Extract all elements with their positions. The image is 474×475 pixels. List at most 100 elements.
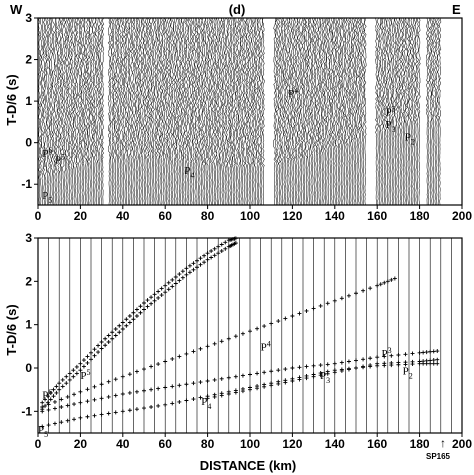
pick-mark (226, 336, 231, 341)
seismic-trace (354, 17, 358, 206)
seismic-trace (111, 17, 114, 206)
seismic-trace (250, 17, 254, 206)
west-label: W (10, 2, 23, 17)
seismic-trace (47, 17, 51, 206)
pick-mark (149, 387, 154, 392)
pick-mark (170, 356, 175, 361)
pick-mark (421, 350, 426, 355)
pick-mark (127, 320, 132, 325)
pick-mark (40, 424, 45, 429)
pick-mark (117, 330, 122, 335)
seismic-trace (176, 17, 179, 206)
pick-mark (424, 361, 429, 366)
pick-mark (435, 349, 440, 354)
pick-mark (131, 317, 136, 322)
seismic-trace (344, 17, 348, 206)
phase-label: P3 (320, 370, 330, 385)
pick-mark (163, 359, 168, 364)
seismic-trace (406, 17, 410, 206)
pick-mark (52, 421, 57, 426)
pick-mark (290, 314, 295, 318)
seismic-trace (206, 17, 210, 206)
pick-mark (81, 364, 86, 369)
seismic-trace (287, 17, 291, 206)
pick-mark (163, 402, 168, 407)
seismic-trace (147, 17, 151, 206)
seismic-trace (188, 17, 192, 206)
pick-mark (396, 362, 401, 367)
seismic-trace (357, 17, 361, 206)
pick-mark (233, 241, 238, 246)
seismic-trace (327, 17, 330, 206)
seismic-trace (138, 17, 141, 206)
seismic-trace (333, 17, 337, 206)
seismic-trace (411, 17, 415, 206)
seismic-trace (160, 17, 164, 206)
seismic-trace (416, 17, 419, 206)
pick-mark (78, 400, 83, 405)
seismic-trace (317, 17, 321, 206)
pick-mark (223, 240, 228, 245)
pick-mark (410, 351, 415, 356)
seismic-trace (233, 17, 237, 206)
seismic-trace (101, 17, 105, 206)
seismic-trace (66, 17, 70, 206)
seismic-trace (322, 17, 326, 206)
pick-mark (92, 397, 97, 402)
pick-mark (113, 393, 118, 398)
pick-mark (65, 403, 70, 408)
seismic-trace (209, 17, 213, 206)
x-tick-label: 60 (159, 437, 173, 451)
seismic-trace (414, 17, 418, 206)
pick-mark (184, 351, 189, 356)
seismic-trace (335, 17, 338, 206)
pick-mark (248, 329, 252, 334)
pick-mark (106, 411, 111, 416)
seismic-trace (63, 17, 67, 206)
seismic-trace (128, 17, 132, 206)
pick-mark (45, 394, 50, 399)
pick-mark (191, 397, 196, 402)
pick-mark (219, 339, 224, 344)
seismic-trace (93, 17, 97, 206)
pick-mark (410, 362, 415, 367)
seismic-trace (341, 17, 345, 206)
seismic-trace (171, 18, 175, 206)
seismic-trace (220, 17, 224, 206)
phase-subscript: 3 (326, 376, 330, 385)
pick-mark (127, 408, 132, 413)
x-tick-label: 160 (367, 437, 387, 451)
pick-mark (240, 373, 245, 378)
seismic-trace (90, 17, 94, 206)
pick-mark (255, 326, 260, 331)
seismic-trace (198, 17, 202, 206)
seismic-trace (376, 17, 380, 206)
pick-mark (304, 364, 309, 369)
seismic-trace (295, 17, 299, 206)
pick-mark (209, 255, 214, 260)
pick-mark (378, 282, 383, 287)
seismic-trace (289, 18, 292, 206)
pick-mark (311, 363, 316, 368)
pick-mark (85, 387, 90, 392)
phase-subscript: 3 (392, 125, 396, 134)
pick-mark (40, 400, 45, 405)
seismic-trace (340, 17, 343, 206)
phase-superscript: 5 (87, 368, 91, 377)
pick-mark (138, 310, 143, 315)
pick-mark (65, 418, 70, 423)
pick-mark (156, 295, 161, 300)
pick-mark (195, 258, 199, 263)
pick-mark (361, 288, 366, 293)
pick-mark (385, 279, 390, 284)
pick-mark (361, 357, 366, 362)
phase-label: P4 (201, 396, 211, 411)
pick-mark (145, 304, 150, 309)
seismic-trace (95, 17, 98, 206)
bottom-y-axis-title: T-D/6 (s) (4, 304, 19, 355)
pick-mark (184, 272, 189, 277)
pick-mark (354, 291, 358, 296)
pick-mark (85, 414, 90, 419)
pick-mark (134, 389, 139, 394)
pick-mark (89, 350, 93, 355)
